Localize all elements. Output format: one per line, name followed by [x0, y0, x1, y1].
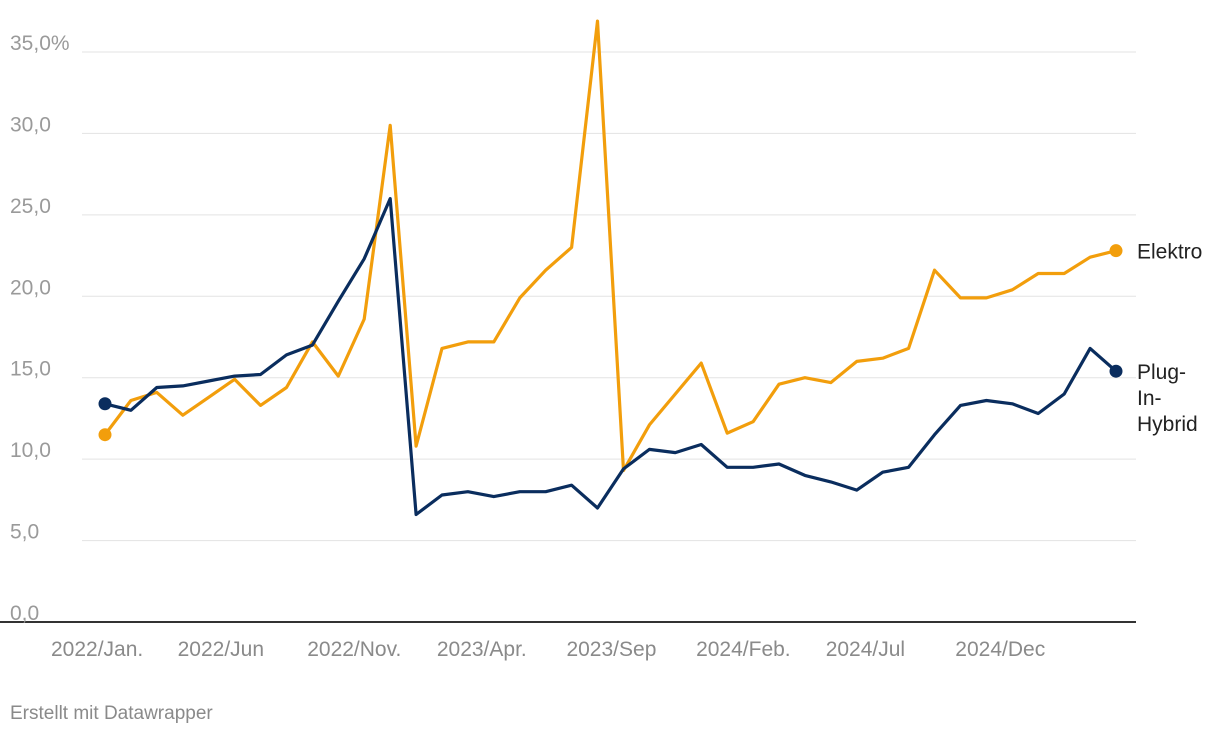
x-tick-label: 2023/Sep: [566, 638, 656, 661]
x-tick-label: 2024/Dec: [955, 638, 1045, 661]
series-label-line: Elektro: [1137, 241, 1202, 264]
series-line-plug-in-hybrid[interactable]: [103, 197, 1118, 517]
y-tick-label: 15,0: [10, 358, 51, 381]
series-start-marker: [98, 397, 112, 411]
y-tick-label: 10,0: [10, 439, 51, 462]
series-labels: Elektro Plug- In- Hybrid: [1137, 241, 1202, 437]
y-tick-label: 5,0: [10, 521, 39, 544]
y-tick-label: 35,0%: [10, 32, 70, 55]
series-label-line: Hybrid: [1137, 413, 1198, 436]
series-label: Elektro: [1137, 241, 1202, 264]
series-end-marker: [1109, 244, 1123, 258]
series-label-line: Plug-: [1137, 361, 1186, 384]
y-axis-ticks: 0,0 5,0 10,0 15,0 20,0 25,0 30,0 35,0%: [10, 32, 70, 625]
credit-text[interactable]: Erstellt mit Datawrapper: [10, 703, 213, 724]
y-tick-label: 0,0: [10, 602, 39, 625]
series-lines: [98, 19, 1123, 517]
x-tick-label: 2022/Jun: [178, 638, 264, 661]
x-axis-ticks: 2022/Jan. 2022/Jun 2022/Nov. 2023/Apr. 2023/…: [51, 638, 1045, 661]
x-tick-label: 2022/Nov.: [307, 638, 401, 661]
x-tick-label: 2024/Jul: [826, 638, 905, 661]
y-tick-label: 30,0: [10, 113, 51, 136]
series-label: Plug- In- Hybrid: [1137, 361, 1198, 436]
y-tick-label: 25,0: [10, 195, 51, 218]
y-tick-label: 20,0: [10, 276, 51, 299]
series-end-marker: [1109, 364, 1123, 378]
series-start-marker: [98, 428, 112, 442]
x-tick-label: 2022/Jan.: [51, 638, 143, 661]
series-line-elektro[interactable]: [103, 19, 1118, 473]
series-label-line: In-: [1137, 387, 1162, 410]
grid-lines: [0, 51, 1136, 623]
x-tick-label: 2024/Feb.: [696, 638, 791, 661]
x-tick-label: 2023/Apr.: [437, 638, 527, 661]
